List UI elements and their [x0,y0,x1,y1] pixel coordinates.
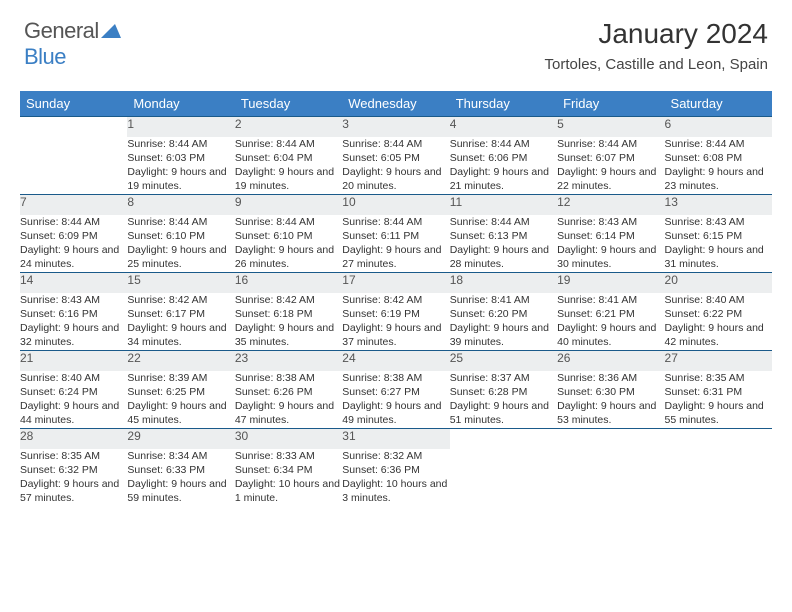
day-number-row: 28293031 [20,429,772,449]
day-number-cell: 11 [450,195,557,215]
day-content-cell: Sunrise: 8:44 AMSunset: 6:08 PMDaylight:… [665,137,772,195]
brand-part2: Blue [24,44,66,69]
day-content-cell: Sunrise: 8:42 AMSunset: 6:19 PMDaylight:… [342,293,449,351]
day-content-cell: Sunrise: 8:43 AMSunset: 6:14 PMDaylight:… [557,215,664,273]
day-content-cell: Sunrise: 8:43 AMSunset: 6:16 PMDaylight:… [20,293,127,351]
day-number-cell: 3 [342,117,449,137]
day-content-cell: Sunrise: 8:44 AMSunset: 6:10 PMDaylight:… [235,215,342,273]
day-content-cell: Sunrise: 8:40 AMSunset: 6:24 PMDaylight:… [20,371,127,429]
day-content-cell: Sunrise: 8:44 AMSunset: 6:06 PMDaylight:… [450,137,557,195]
day-number-row: 21222324252627 [20,351,772,371]
day-number-cell: 22 [127,351,234,371]
brand-logo: General Blue [24,18,121,70]
day-number-cell: 28 [20,429,127,449]
day-content-row: Sunrise: 8:43 AMSunset: 6:16 PMDaylight:… [20,293,772,351]
weekday-header: Sunday [20,91,127,117]
day-number-cell: 26 [557,351,664,371]
day-number-cell: 9 [235,195,342,215]
day-content-cell: Sunrise: 8:44 AMSunset: 6:13 PMDaylight:… [450,215,557,273]
day-number-cell: 20 [665,273,772,293]
day-number-cell: 29 [127,429,234,449]
weekday-header: Tuesday [235,91,342,117]
day-number-cell: 4 [450,117,557,137]
day-number-cell: 2 [235,117,342,137]
day-content-cell: Sunrise: 8:42 AMSunset: 6:18 PMDaylight:… [235,293,342,351]
weekday-header-row: Sunday Monday Tuesday Wednesday Thursday… [20,91,772,117]
day-content-cell: Sunrise: 8:38 AMSunset: 6:26 PMDaylight:… [235,371,342,429]
day-content-row: Sunrise: 8:44 AMSunset: 6:03 PMDaylight:… [20,137,772,195]
day-number-cell: 25 [450,351,557,371]
day-content-cell: Sunrise: 8:32 AMSunset: 6:36 PMDaylight:… [342,449,449,507]
day-content-row: Sunrise: 8:44 AMSunset: 6:09 PMDaylight:… [20,215,772,273]
day-number-cell: 13 [665,195,772,215]
page-header: General Blue January 2024 Tortoles, Cast… [0,0,792,81]
day-number-cell: 30 [235,429,342,449]
weekday-header: Monday [127,91,234,117]
day-number-cell: 16 [235,273,342,293]
day-number-cell: 17 [342,273,449,293]
day-content-cell: Sunrise: 8:44 AMSunset: 6:04 PMDaylight:… [235,137,342,195]
day-number-cell: 15 [127,273,234,293]
day-content-cell: Sunrise: 8:35 AMSunset: 6:32 PMDaylight:… [20,449,127,507]
day-content-cell: Sunrise: 8:44 AMSunset: 6:09 PMDaylight:… [20,215,127,273]
day-number-cell: 18 [450,273,557,293]
brand-text: General Blue [24,18,121,70]
day-content-cell: Sunrise: 8:37 AMSunset: 6:28 PMDaylight:… [450,371,557,429]
day-content-cell: Sunrise: 8:41 AMSunset: 6:21 PMDaylight:… [557,293,664,351]
day-number-cell: 14 [20,273,127,293]
day-content-cell: Sunrise: 8:40 AMSunset: 6:22 PMDaylight:… [665,293,772,351]
day-number-row: 78910111213 [20,195,772,215]
weekday-header: Thursday [450,91,557,117]
day-number-cell: 6 [665,117,772,137]
day-number-cell: 31 [342,429,449,449]
day-content-cell [665,449,772,507]
month-title: January 2024 [545,18,768,50]
calendar-body: 123456Sunrise: 8:44 AMSunset: 6:03 PMDay… [20,117,772,507]
day-number-cell: 27 [665,351,772,371]
day-content-cell: Sunrise: 8:38 AMSunset: 6:27 PMDaylight:… [342,371,449,429]
day-content-cell: Sunrise: 8:42 AMSunset: 6:17 PMDaylight:… [127,293,234,351]
day-number-cell: 5 [557,117,664,137]
day-number-cell: 12 [557,195,664,215]
day-number-row: 123456 [20,117,772,137]
day-number-cell: 8 [127,195,234,215]
day-number-cell [557,429,664,449]
day-number-cell: 19 [557,273,664,293]
calendar-table: Sunday Monday Tuesday Wednesday Thursday… [20,91,772,507]
day-number-cell: 21 [20,351,127,371]
day-content-cell [450,449,557,507]
day-content-row: Sunrise: 8:40 AMSunset: 6:24 PMDaylight:… [20,371,772,429]
day-content-cell: Sunrise: 8:44 AMSunset: 6:07 PMDaylight:… [557,137,664,195]
day-content-cell: Sunrise: 8:44 AMSunset: 6:11 PMDaylight:… [342,215,449,273]
day-content-cell: Sunrise: 8:34 AMSunset: 6:33 PMDaylight:… [127,449,234,507]
day-content-cell: Sunrise: 8:39 AMSunset: 6:25 PMDaylight:… [127,371,234,429]
triangle-icon [101,18,121,43]
day-content-cell: Sunrise: 8:44 AMSunset: 6:03 PMDaylight:… [127,137,234,195]
day-content-cell: Sunrise: 8:33 AMSunset: 6:34 PMDaylight:… [235,449,342,507]
day-number-cell: 24 [342,351,449,371]
day-content-cell: Sunrise: 8:43 AMSunset: 6:15 PMDaylight:… [665,215,772,273]
day-number-cell: 10 [342,195,449,215]
day-content-row: Sunrise: 8:35 AMSunset: 6:32 PMDaylight:… [20,449,772,507]
brand-part1: General [24,18,99,43]
day-content-cell: Sunrise: 8:36 AMSunset: 6:30 PMDaylight:… [557,371,664,429]
day-number-row: 14151617181920 [20,273,772,293]
day-number-cell: 7 [20,195,127,215]
day-number-cell [20,117,127,137]
day-content-cell: Sunrise: 8:44 AMSunset: 6:10 PMDaylight:… [127,215,234,273]
day-content-cell [20,137,127,195]
day-content-cell: Sunrise: 8:44 AMSunset: 6:05 PMDaylight:… [342,137,449,195]
location-text: Tortoles, Castille and Leon, Spain [545,56,768,73]
weekday-header: Wednesday [342,91,449,117]
title-block: January 2024 Tortoles, Castille and Leon… [545,18,768,73]
day-number-cell [450,429,557,449]
day-number-cell [665,429,772,449]
day-content-cell: Sunrise: 8:41 AMSunset: 6:20 PMDaylight:… [450,293,557,351]
day-content-cell: Sunrise: 8:35 AMSunset: 6:31 PMDaylight:… [665,371,772,429]
day-content-cell [557,449,664,507]
weekday-header: Saturday [665,91,772,117]
weekday-header: Friday [557,91,664,117]
day-number-cell: 1 [127,117,234,137]
day-number-cell: 23 [235,351,342,371]
